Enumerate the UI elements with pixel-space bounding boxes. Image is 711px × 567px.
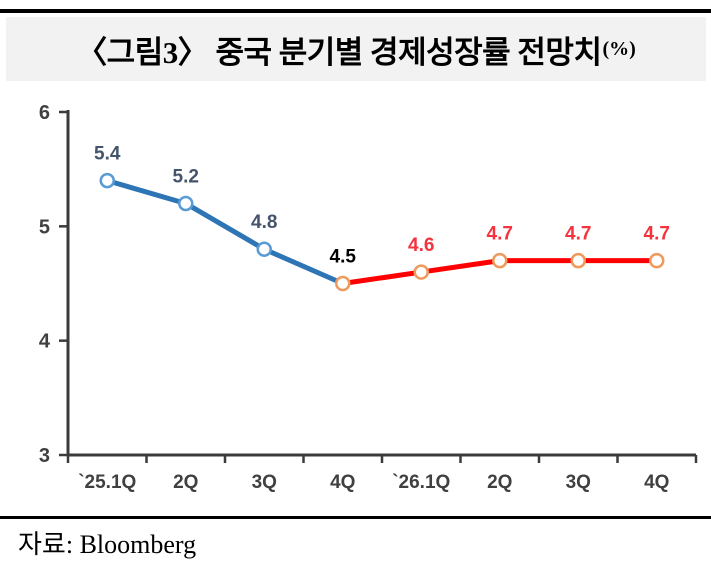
- footer-border-line: [0, 516, 711, 519]
- data-point-label: 5.2: [173, 166, 199, 187]
- x-axis-tick-label: 3Q: [566, 472, 591, 493]
- x-axis-tick-label: 3Q: [252, 472, 277, 493]
- data-point-label: 4.6: [408, 235, 434, 256]
- line-chart: 3 4 5 6 `25.1Q 2Q 3Q 4Q `26.1Q 2Q 3Q 4Q 5.4 5.2 4.8 4.5…: [39, 102, 698, 493]
- data-point-marker: [492, 252, 508, 269]
- data-point-label: 4.7: [565, 224, 591, 245]
- x-axis-tick-label: 4Q: [330, 472, 355, 493]
- data-point-marker: [413, 264, 429, 280]
- y-axis-tick-label: 3: [39, 445, 50, 467]
- data-point-marker: [335, 275, 351, 292]
- y-axis-tick-label: 4: [39, 331, 51, 353]
- data-point-label: 4.8: [251, 212, 277, 233]
- chart-title-unit: (%): [602, 37, 636, 60]
- data-point-marker: [99, 172, 115, 189]
- data-point-marker: [178, 195, 194, 212]
- y-axis-tick-label: 6: [39, 102, 50, 124]
- data-point-label: 4.5: [330, 247, 357, 268]
- data-point-label: 5.4: [94, 144, 121, 165]
- x-axis-tick-label: 2Q: [487, 472, 512, 493]
- data-point-marker: [649, 252, 665, 269]
- top-border-line: [0, 9, 711, 13]
- data-point-label: 4.7: [487, 224, 513, 245]
- data-point-marker: [570, 252, 586, 269]
- data-point-label: 4.7: [644, 224, 670, 245]
- y-axis-tick-label: 5: [39, 216, 50, 238]
- source-citation: 자료: Bloomberg: [18, 530, 197, 559]
- x-axis-tick-label: 4Q: [644, 472, 669, 493]
- x-axis-tick-label: `26.1Q: [392, 472, 450, 493]
- chart-title: 〈그림3〉 중국 분기별 경제성장률 전망치: [76, 34, 602, 70]
- chart-title-bar: 〈그림3〉 중국 분기별 경제성장률 전망치 (%): [6, 17, 706, 81]
- x-axis-tick-label: 2Q: [173, 472, 198, 493]
- x-axis-tick-label: `25.1Q: [78, 472, 136, 493]
- data-point-marker: [256, 241, 272, 257]
- 2025-actual-line: [104, 178, 346, 286]
